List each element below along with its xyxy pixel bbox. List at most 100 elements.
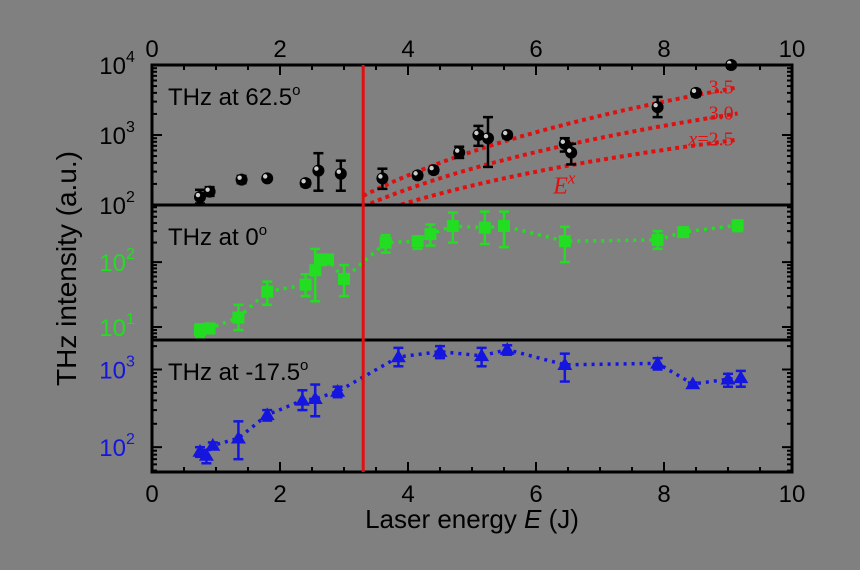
data-point: [677, 226, 690, 239]
x-tick-label-bottom: 6: [529, 481, 542, 508]
data-point: [309, 247, 322, 303]
marker-square: [446, 220, 459, 233]
marker-highlight: [336, 169, 341, 174]
marker-square: [677, 226, 690, 239]
panel-bottom: [152, 340, 792, 472]
y-tick-label: 10: [99, 123, 126, 150]
data-point: [690, 86, 702, 99]
y-tick-base: 10: [99, 53, 126, 80]
y-tick-base: 10: [99, 435, 126, 462]
marker-triangle: [198, 448, 214, 461]
data-point: [411, 169, 424, 182]
power-law-curve-2: [362, 111, 738, 209]
marker-square: [194, 323, 206, 336]
data-point: [498, 210, 510, 249]
y-tick-exponent: 1: [126, 311, 135, 328]
x-tick-label-top: 4: [401, 36, 414, 63]
marker-triangle: [330, 384, 346, 397]
data-point: [203, 322, 216, 335]
y-tick-label: 10: [99, 193, 126, 220]
x-tick-label-top: 10: [779, 36, 806, 63]
curve-label-var: x: [687, 129, 697, 151]
data-point: [650, 355, 666, 371]
x-tick-label-bottom: 8: [657, 481, 670, 508]
panel-label-degree: o: [259, 222, 267, 239]
marker-highlight: [263, 174, 268, 179]
marker-triangle: [294, 392, 310, 406]
data-point: [312, 151, 325, 192]
marker-circle: [312, 164, 325, 177]
data-point: [731, 219, 744, 233]
y-tick-exponent: 2: [126, 246, 135, 263]
panel-area-bottom: [152, 340, 792, 472]
power-law-curve-3: [362, 137, 738, 220]
panel-label-text: THz at 62.5: [168, 84, 292, 111]
data-point: [685, 376, 701, 390]
data-point: [424, 223, 437, 247]
data-point: [307, 383, 323, 418]
x-axis-label-suffix: (J): [541, 504, 579, 534]
data-point: [472, 124, 485, 148]
marker-square: [478, 221, 491, 234]
marker-square: [731, 219, 744, 232]
x-tick-label-bottom: 0: [145, 481, 158, 508]
x-tick-label-top: 2: [273, 36, 286, 63]
data-point: [379, 233, 392, 254]
marker-triangle: [307, 391, 323, 405]
data-point: [501, 129, 514, 141]
data-point: [376, 167, 389, 191]
marker-highlight: [429, 165, 434, 171]
data-point: [565, 142, 578, 166]
y-tick-exponent: 3: [126, 119, 135, 136]
marker-triangle: [390, 349, 406, 363]
data-point: [432, 344, 448, 360]
y-tick-exponent: 4: [126, 49, 135, 66]
marker-highlight: [314, 166, 319, 171]
marker-circle: [501, 129, 514, 141]
marker-circle: [203, 185, 216, 198]
data-point: [474, 346, 490, 368]
panels-layer: 3.53.0x=2.5Ex: [152, 59, 792, 472]
marker-triangle: [205, 438, 221, 451]
marker-highlight: [413, 171, 418, 176]
marker-circle: [453, 146, 466, 159]
marker-highlight: [653, 102, 658, 108]
data-point: [651, 95, 664, 119]
data-point: [478, 210, 491, 246]
marker-square: [379, 236, 392, 249]
data-point: [299, 273, 312, 298]
marker-circle: [235, 173, 248, 186]
marker-triangle: [230, 430, 246, 444]
data-point: [651, 229, 664, 251]
y-tick-exponent: 2: [126, 431, 135, 448]
marker-square: [424, 228, 437, 241]
panel-label-text: THz at 0: [168, 224, 259, 251]
y-tick-base: 10: [99, 193, 126, 220]
formula-exponent: x: [567, 168, 576, 187]
formula-label: Ex: [552, 168, 576, 199]
y-tick-label: 10: [99, 315, 126, 342]
curve-label-3: x=2.5: [687, 129, 733, 151]
y-tick-base: 10: [99, 358, 126, 385]
data-point: [203, 185, 216, 198]
data-point: [720, 371, 736, 388]
data-point: [482, 115, 494, 169]
panel-label-top: THz at 62.5o: [168, 82, 300, 111]
curve-label-2: 3.0: [709, 103, 734, 125]
y-tick-base: 10: [99, 250, 126, 277]
marker-square: [232, 311, 245, 324]
data-point: [261, 280, 274, 307]
marker-highlight: [560, 139, 565, 144]
marker-triangle: [432, 344, 448, 357]
marker-square: [309, 264, 322, 277]
y-tick-label: 10: [99, 53, 126, 80]
data-point: [453, 145, 466, 160]
axes-layer: [150, 63, 794, 474]
data-point: [558, 136, 571, 153]
marker-circle: [690, 86, 702, 99]
data-point: [205, 438, 221, 451]
marker-highlight: [483, 134, 489, 139]
panel-label-bottom: THz at -17.5o: [168, 357, 308, 386]
